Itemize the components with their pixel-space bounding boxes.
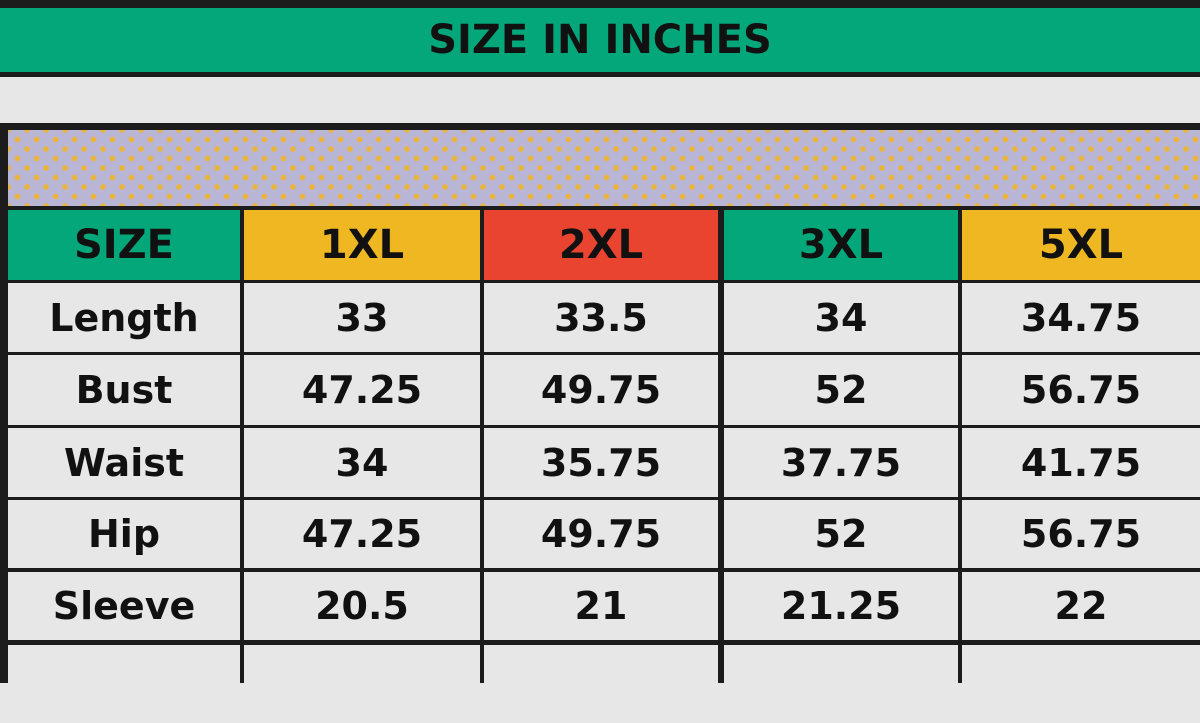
empty-cell: [8, 645, 240, 723]
title-banner: SIZE IN INCHES: [0, 8, 1200, 77]
empty-cell: [484, 645, 718, 723]
header-size-3xl: 3XL: [724, 210, 958, 280]
table-cell: 41.75: [962, 428, 1200, 497]
table-cell: 47.25: [244, 500, 480, 568]
table-cell: 47.25: [244, 355, 480, 425]
empty-cell: [244, 645, 480, 723]
header-size-label: SIZE: [8, 210, 240, 280]
table-cell: 21: [484, 572, 718, 640]
row-label-bust: Bust: [8, 355, 240, 425]
table-cell: 21.25: [724, 572, 958, 640]
table-cell: 34: [244, 428, 480, 497]
row-label-sleeve: Sleeve: [8, 572, 240, 640]
table-cell: 33: [244, 283, 480, 352]
empty-cell: [724, 645, 958, 723]
row-label-hip: Hip: [8, 500, 240, 568]
table-cell: 56.75: [962, 355, 1200, 425]
table-cell: 49.75: [484, 355, 718, 425]
table-cell: 37.75: [724, 428, 958, 497]
table-cell: 33.5: [484, 283, 718, 352]
row-label-waist: Waist: [8, 428, 240, 497]
table-cell: 49.75: [484, 500, 718, 568]
table-cell: 52: [724, 500, 958, 568]
page-title: SIZE IN INCHES: [428, 17, 772, 63]
table-cell: 52: [724, 355, 958, 425]
header-size-5xl: 5XL: [962, 210, 1200, 280]
table-cell: 20.5: [244, 572, 480, 640]
header-size-2xl: 2XL: [484, 210, 718, 280]
top-border: [0, 0, 1200, 8]
table-cell: 34: [724, 283, 958, 352]
row-label-length: Length: [8, 283, 240, 352]
table-cell: 22: [962, 572, 1200, 640]
header-size-1xl: 1XL: [244, 210, 480, 280]
dotted-pattern-band: [8, 130, 1200, 206]
empty-cell: [962, 645, 1200, 723]
size-table: SIZE 1XL 2XL 3XL 5XL Length 33 33.5 34 34.75 Bust 4…: [0, 123, 1200, 723]
table-cell: 35.75: [484, 428, 718, 497]
table-cell: 56.75: [962, 500, 1200, 568]
table-cell: 34.75: [962, 283, 1200, 352]
